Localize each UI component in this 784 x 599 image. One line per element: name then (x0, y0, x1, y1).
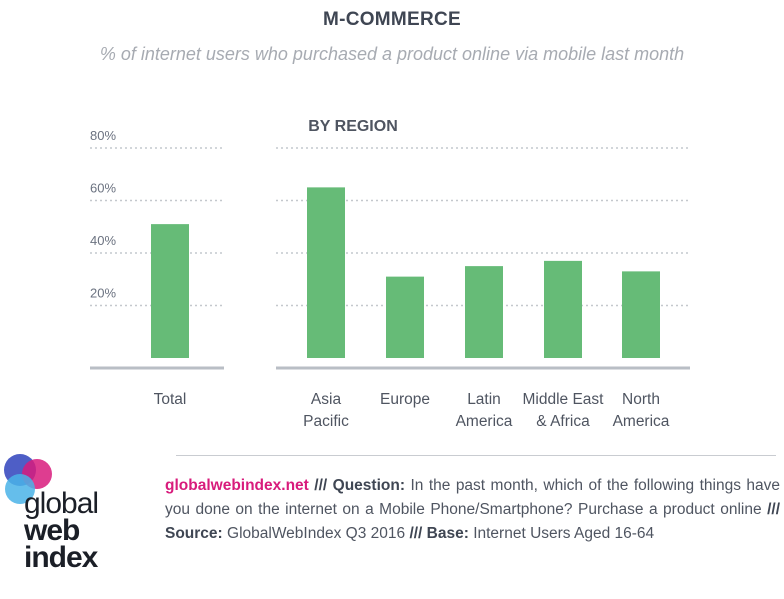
chart-subtitle: % of internet users who purchased a prod… (99, 44, 685, 64)
group-label-by-region: BY REGION (308, 118, 398, 135)
bar (307, 187, 345, 358)
x-tick-label: Latin (467, 391, 501, 408)
footer-source-label: Source: (165, 525, 223, 542)
footer-site-link[interactable]: globalwebindex.net (165, 477, 309, 494)
y-tick-label: 40% (90, 233, 116, 248)
footer-question-text: In the past month, which of the followin… (165, 477, 780, 518)
x-tick-label: North (622, 391, 660, 408)
x-tick-label: America (613, 413, 670, 430)
x-tick-label: Pacific (303, 413, 349, 430)
chart-title: M-COMMERCE (322, 9, 462, 30)
footer-note: globalwebindex.net /// Question: In the … (165, 474, 780, 546)
footer-separator: /// (409, 525, 423, 542)
logo-wordmark: global web index (24, 487, 134, 574)
x-tick-label: Europe (380, 391, 430, 408)
x-tick-label: & Africa (536, 413, 590, 430)
footer-separator: /// (314, 477, 328, 494)
footer-base-text: Internet Users Aged 16-64 (473, 525, 655, 542)
footer-divider (176, 455, 776, 456)
footer-base-label: Base: (426, 525, 469, 542)
logo-word-index: index (24, 541, 98, 574)
y-tick-label: 60% (90, 181, 116, 196)
bar (386, 276, 424, 358)
y-tick-label: 80% (90, 128, 116, 143)
x-tick-label: Total (154, 391, 187, 408)
bar (622, 271, 660, 358)
bar (465, 266, 503, 358)
footer-question-label: Question: (332, 477, 405, 494)
bar-chart: 20% 40% 60% 80% BY REGION Total Asia Pacific Eur… (90, 118, 690, 430)
logo-word-global: global (24, 487, 99, 520)
bar (544, 260, 582, 358)
globalwebindex-logo-icon (4, 454, 52, 504)
x-tick-label: Middle East (523, 391, 605, 408)
logo-word-web: web (24, 514, 80, 547)
y-tick-label: 20% (90, 286, 116, 301)
footer-source-text: GlobalWebIndex Q3 2016 (227, 525, 406, 542)
footer-separator: /// (767, 501, 780, 518)
x-tick-label: Asia (311, 391, 342, 408)
x-tick-label: America (456, 413, 513, 430)
logo-circle-cyan (5, 474, 35, 504)
bar (151, 224, 189, 358)
